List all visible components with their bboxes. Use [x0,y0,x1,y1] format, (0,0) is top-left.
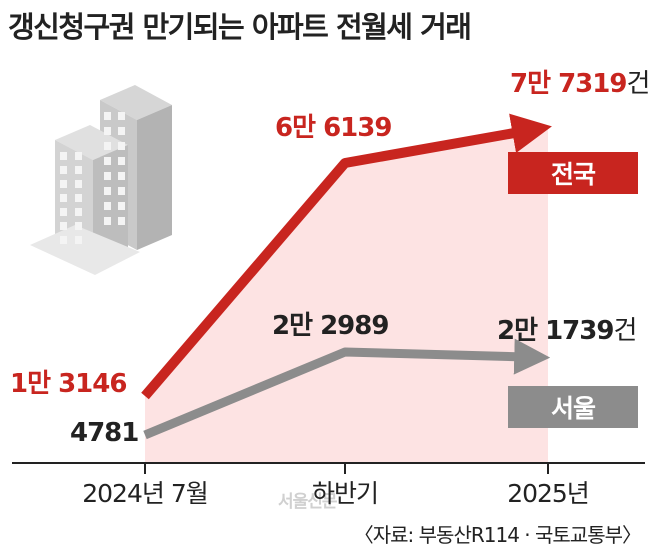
national-area-fill [145,127,548,464]
value-label: 2만 1739건 [497,316,636,346]
window [118,187,125,195]
window [75,194,82,202]
window [118,142,125,150]
window [60,152,67,160]
window [60,236,67,244]
window [118,112,125,120]
x-tick-label: 2024년 7월 [82,479,207,508]
window [118,157,125,165]
value-label: 4781 [70,418,138,448]
apartment-buildings-icon [30,85,172,275]
window [75,152,82,160]
legend-seoul: 서울 [508,386,638,428]
window [75,166,82,174]
window [75,222,82,230]
window [60,166,67,174]
window [75,208,82,216]
window [75,236,82,244]
window [60,180,67,188]
window [118,202,125,210]
window [118,127,125,135]
window [104,142,111,150]
value-label: 7만 7319건 [510,69,649,99]
legend-label-national: 전국 [551,160,596,189]
watermark: 서울신문 [278,492,338,512]
window [104,187,111,195]
value-label: 1만 3146 [10,369,126,399]
value-label: 6만 6139 [275,113,391,143]
unit-label: 건 [626,69,649,99]
window [104,127,111,135]
legend-label-seoul: 서울 [551,394,596,423]
window [60,208,67,216]
window [104,112,111,120]
window [104,202,111,210]
window [104,172,111,180]
window [118,217,125,225]
window [60,194,67,202]
window [118,172,125,180]
unit-label: 건 [613,316,636,346]
window [75,180,82,188]
window [60,222,67,230]
x-tick-label: 2025년 [507,479,589,508]
legend-national: 전국 [508,152,638,194]
value-label: 2만 2989 [272,311,388,341]
window [104,157,111,165]
x-tick-label: 하반기 [312,479,378,508]
chart-title: 갱신청구권 만기되는 아파트 전월세 거래 [8,10,472,44]
source-note: 〈자료: 부동산R114 · 국토교통부〉 [353,523,642,547]
window [104,217,111,225]
